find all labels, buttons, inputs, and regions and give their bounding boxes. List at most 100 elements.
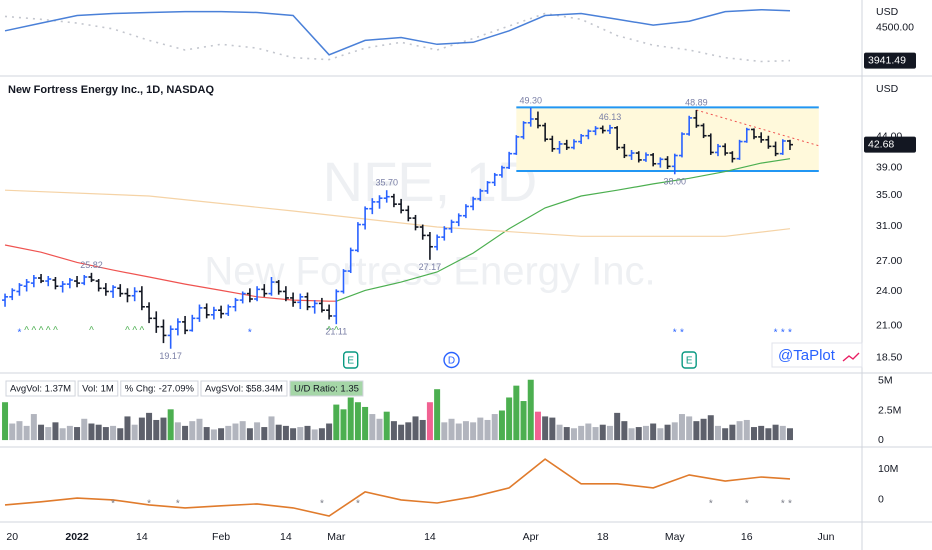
event-marker: D <box>443 351 460 369</box>
volume-bar <box>9 423 16 441</box>
signal-marker: * <box>774 328 778 339</box>
price-bar <box>714 143 721 157</box>
y-tick-label: 27.00 <box>876 255 902 267</box>
volume-bar <box>95 424 102 441</box>
stat-label: % Chg: -27.09% <box>125 384 195 395</box>
price-bar <box>74 276 81 288</box>
event-icon <box>443 351 460 369</box>
brand-box <box>771 342 863 368</box>
price-bar <box>448 219 455 233</box>
volume-bar <box>189 421 196 441</box>
volume-bar <box>311 429 318 441</box>
volume-bar <box>599 424 606 441</box>
y-tick-label: 0 <box>878 494 884 506</box>
volume-bar <box>686 416 693 441</box>
signal-marker: * <box>673 328 677 339</box>
price-bar <box>311 300 318 314</box>
price-bar <box>376 195 383 209</box>
signal-marker: * <box>147 499 151 510</box>
price-bar <box>174 318 181 336</box>
price-bar <box>426 232 433 260</box>
y-tick-label: 18.50 <box>876 352 902 364</box>
x-tick-label: Mar <box>327 531 346 543</box>
volume-bar <box>765 428 772 441</box>
price-bar <box>45 276 52 287</box>
signal-marker: * <box>248 328 252 339</box>
price-bar <box>383 190 390 203</box>
volume-bar <box>124 416 131 441</box>
price-bar <box>520 121 527 140</box>
signal-marker: ^ <box>89 326 94 337</box>
price-bar <box>758 132 765 143</box>
volume-bar <box>743 419 750 441</box>
volume-bar <box>268 416 275 441</box>
price-bar <box>549 135 556 152</box>
price-bar <box>369 198 376 215</box>
x-tick-label: 18 <box>597 531 609 543</box>
volume-bar <box>455 423 462 441</box>
signal-marker: ^ <box>334 326 339 337</box>
signal-marker: * <box>176 499 180 510</box>
badge-box <box>864 52 916 69</box>
y-tick-label: 39.00 <box>876 161 902 173</box>
price-bar <box>354 222 361 253</box>
volume-bar <box>23 425 30 441</box>
price-bar <box>599 125 606 134</box>
price-bar <box>30 275 37 288</box>
price-bar <box>664 156 671 169</box>
price-bar <box>16 283 23 296</box>
price-bar <box>167 325 174 349</box>
volume-bar <box>779 425 786 441</box>
volume-bar <box>45 427 52 441</box>
stat-box <box>200 380 288 397</box>
volume-bar <box>729 424 736 441</box>
event-icon <box>681 351 697 369</box>
price-bar <box>578 134 585 144</box>
volume-bar <box>578 425 585 441</box>
signal-marker: * <box>745 499 749 510</box>
event-label: E <box>347 356 354 367</box>
volume-bar <box>606 425 613 441</box>
volume-bar <box>635 427 642 441</box>
y-tick-label: 10M <box>878 463 898 475</box>
volume-bar <box>527 379 534 441</box>
price-bar <box>182 315 189 335</box>
volume-bar <box>657 428 664 441</box>
volume-bar <box>506 397 513 441</box>
watermark: NFE, 1D <box>323 150 538 213</box>
price-annotation: 27.17 <box>419 262 442 272</box>
price-bar <box>686 115 693 136</box>
price-bar <box>765 135 772 149</box>
chart-title: New Fortress Energy Inc., 1D, NASDAQ <box>8 84 214 96</box>
price-bar <box>527 107 534 127</box>
price-bar <box>542 122 549 142</box>
volume-bar <box>254 422 261 441</box>
price-bar <box>333 289 340 325</box>
price-bar <box>563 139 570 150</box>
currency-label: USD <box>876 6 899 18</box>
signal-marker: * <box>17 328 21 339</box>
price-annotation: 21.11 <box>325 327 347 337</box>
volume-bar <box>441 422 448 441</box>
oscillator-line <box>4 458 791 517</box>
price-bar <box>657 157 664 168</box>
volume-bar <box>390 421 397 441</box>
signal-marker: ^ <box>327 326 332 337</box>
x-tick-label: 20 <box>6 531 18 543</box>
x-tick-label: 14 <box>136 531 148 543</box>
volume-bar <box>110 425 117 441</box>
volume-bar <box>362 406 369 441</box>
volume-bar <box>318 428 325 441</box>
signal-marker: ^ <box>132 326 137 337</box>
price-bar <box>110 285 117 298</box>
signal-marker: ^ <box>24 326 29 337</box>
volume-bar <box>117 428 124 441</box>
volume-bar <box>81 418 88 441</box>
price-bar <box>81 275 88 286</box>
volume-bar <box>434 389 441 441</box>
price-bar <box>455 213 462 227</box>
brand-label: @TaPlot <box>778 347 836 364</box>
